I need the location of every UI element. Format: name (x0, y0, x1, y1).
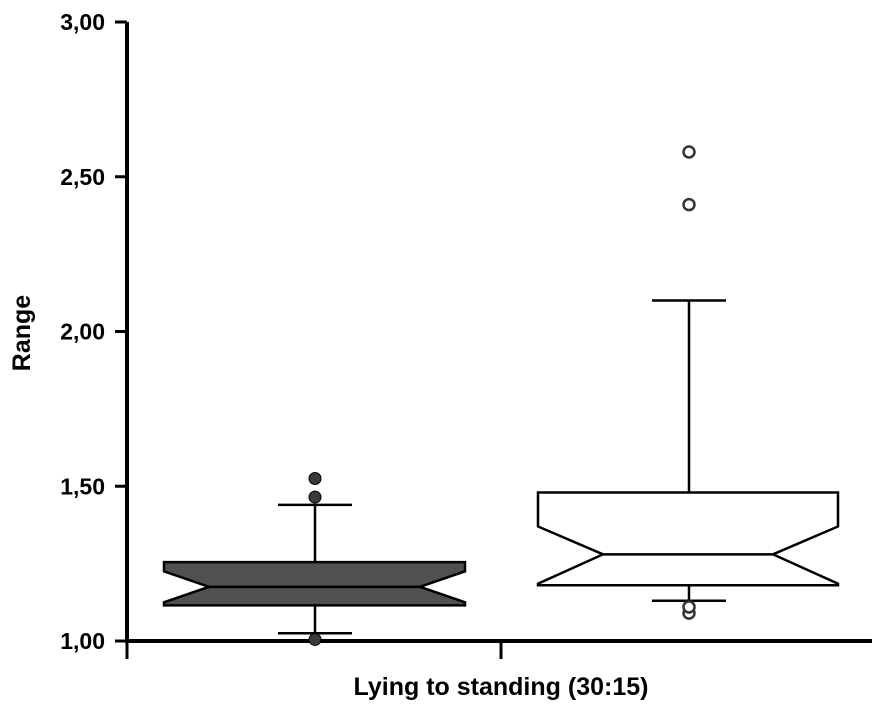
outlier-point (308, 632, 322, 646)
outlier-point (682, 145, 696, 159)
y-tick-label: 3,00 (60, 9, 105, 35)
box-1 (162, 472, 467, 646)
box-2 (536, 145, 840, 620)
outlier-point (682, 197, 696, 212)
x-axis-title: Lying to standing (30:15) (354, 673, 649, 701)
y-tick-label: 2,00 (60, 319, 105, 345)
boxes-group (162, 145, 840, 646)
outlier-point (308, 472, 322, 486)
notched-box (536, 491, 840, 587)
notched-box (162, 560, 467, 607)
y-axis-title: Range (8, 295, 36, 372)
y-tick-label: 2,50 (60, 164, 105, 190)
y-axis: 1,00 1,50 2,00 2,50 3,00 (60, 9, 129, 654)
outlier-point (308, 490, 322, 504)
x-axis (125, 639, 872, 659)
y-tick-label: 1,00 (60, 628, 105, 654)
y-tick-label: 1,50 (60, 473, 105, 499)
outlier-point (682, 600, 696, 614)
